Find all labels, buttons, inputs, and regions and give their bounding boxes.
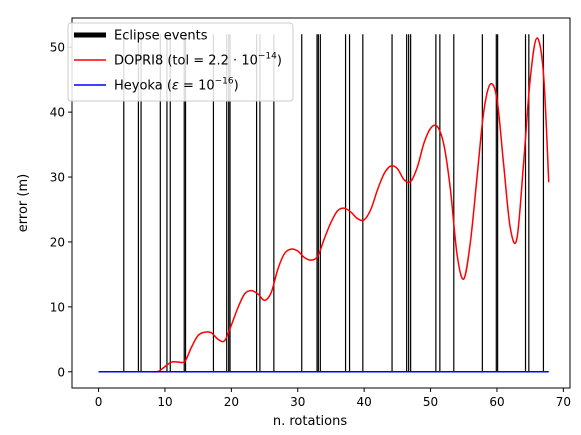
legend-label-heyoka-mid: = 10: [179, 79, 215, 94]
legend: Eclipse events DOPRI8 (tol = 2.2 · 10−14…: [67, 22, 294, 102]
legend-label-heyoka-prefix: Heyoka (: [114, 79, 172, 94]
y-tick-label-20: 20: [50, 235, 65, 249]
legend-label-dopri8-exponent: −14: [258, 52, 277, 62]
x-tick-label-50: 50: [423, 395, 438, 409]
x-axis-ticks: 0 10 20 30 40 50 60 70: [95, 388, 571, 409]
x-tick-label-10: 10: [157, 395, 172, 409]
x-tick-label-60: 60: [489, 395, 504, 409]
legend-label-dopri8: DOPRI8 (tol = 2.2 · 10−14): [114, 52, 282, 69]
x-tick-label-40: 40: [357, 395, 372, 409]
series-layer: [98, 37, 550, 373]
legend-box: [67, 22, 294, 102]
y-axis-label: error (m): [16, 174, 31, 232]
legend-label-dopri8-suffix: ): [277, 54, 282, 69]
y-tick-label-40: 40: [50, 106, 65, 120]
x-tick-label-0: 0: [95, 395, 103, 409]
legend-label-dopri8-mid: = 2.2 · 10: [189, 54, 258, 69]
y-tick-label-50: 50: [50, 41, 65, 55]
y-axis-ticks: 0 10 20 30 40 50: [50, 41, 72, 379]
y-tick-label-30: 30: [50, 171, 65, 185]
legend-label-dopri8-prefix: DOPRI8 (tol: [114, 54, 189, 69]
x-tick-label-20: 20: [224, 395, 239, 409]
legend-label-heyoka-exponent: −16: [215, 77, 234, 87]
x-tick-label-30: 30: [290, 395, 305, 409]
dopri8-series-line: [98, 37, 550, 373]
legend-label-eclipse: Eclipse events: [114, 29, 208, 44]
x-axis-label: n. rotations: [273, 414, 347, 429]
legend-label-heyoka-suffix: ): [234, 79, 239, 94]
y-tick-label-0: 0: [57, 365, 65, 379]
y-tick-label-10: 10: [50, 300, 65, 314]
legend-label-heyoka: Heyoka (ε = 10−16): [114, 77, 239, 94]
legend-label-heyoka-epsilon: ε: [172, 79, 179, 94]
x-tick-label-70: 70: [556, 395, 571, 409]
plot-frame: [71, 17, 571, 389]
